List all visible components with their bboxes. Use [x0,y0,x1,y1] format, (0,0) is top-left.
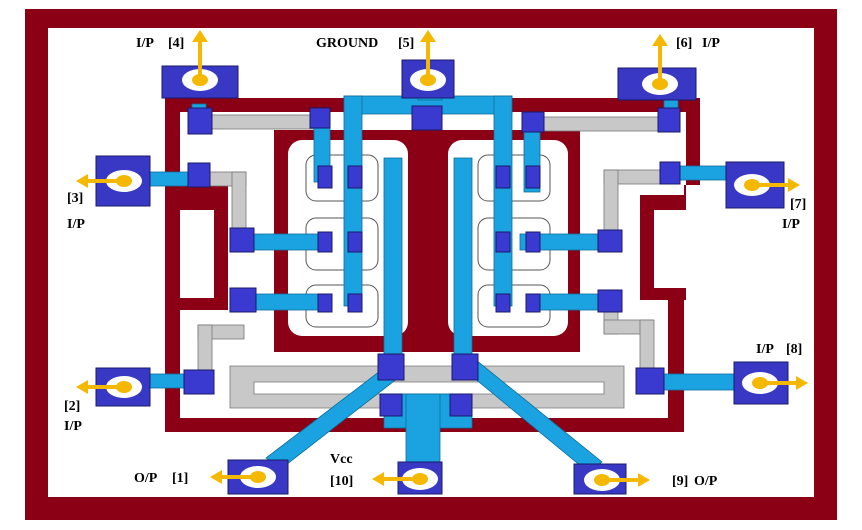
pad-1-number: [1] [172,471,188,486]
pad-9-arrow-head [638,473,650,487]
pad-1-label: O/P [134,471,158,486]
pad-7-label: I/P [782,217,800,232]
pad-5-label: GROUND [316,36,378,51]
pad-6 [617,34,697,101]
pad-8-number: [8] [786,342,802,357]
pad-5 [401,30,455,99]
pad-2-number: [2] [64,399,80,414]
pad-2-arrow-head [76,380,88,394]
pad-5-number: [5] [398,36,414,51]
pad-3 [76,155,151,207]
pad-2 [76,367,151,407]
pad-6-number: [6] [676,36,692,51]
pad-4 [161,30,239,99]
pad-6-arrow-head [652,34,668,46]
pad-7 [725,161,800,209]
pad-10 [372,461,443,495]
contacts [183,105,681,417]
pad-9 [573,463,650,495]
pad-2-label: I/P [64,419,82,434]
pad-10-number: [10] [330,474,353,489]
pad-3-number: [3] [67,191,83,206]
pad-1-arrow-head [210,470,222,484]
bond-pads [76,30,808,495]
pad-4-number: [4] [168,36,184,51]
pad-10-arrow-head [372,472,384,486]
pad-1 [210,459,289,495]
pad-3-label: I/P [67,217,85,232]
pad-3-arrow-head [76,174,88,188]
pad-6-label: I/P [702,36,720,51]
pin-labels: I/P [4] GROUND [5] [6] I/P [3] I/P [7] I… [64,36,806,489]
pad-7-arrow-head [788,178,800,192]
pad-9-label: O/P [694,474,718,489]
pad-5-arrow-head [420,30,436,42]
pad-7-number: [7] [790,197,806,212]
pad-9-number: [9] [672,474,688,489]
pad-4-label: I/P [136,36,154,51]
guard-ring-notch-left-inner [180,210,214,298]
pad-4-arrow-head [192,30,208,42]
pad-8 [733,361,808,405]
guard-ring-notch-inner [654,210,686,288]
poly-routes [197,114,673,409]
pad-8-label: I/P [756,342,774,357]
pad-10-label: Vcc [330,452,353,467]
pad-8-arrow-head [796,376,808,390]
